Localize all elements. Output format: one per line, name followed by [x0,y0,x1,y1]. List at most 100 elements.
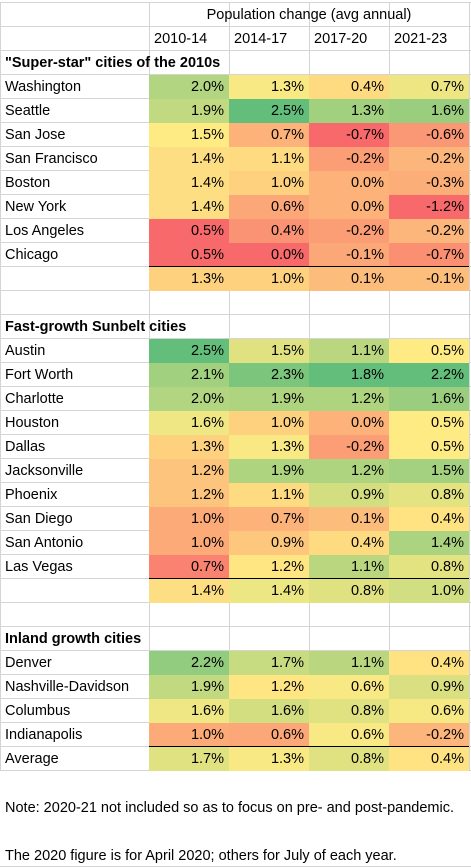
summary-value: -0.1% [389,267,469,291]
value-cell: 0.0% [229,243,309,267]
city-name: Phoenix [5,487,58,503]
summary-label: Average [5,751,59,767]
summary-value: 1.3% [229,747,309,771]
row-gridline [0,2,471,3]
value-cell: -0.3% [389,171,469,195]
city-name: San Francisco [5,151,98,167]
value-cell: 0.4% [389,507,469,531]
value-cell: 1.2% [229,555,309,579]
summary-value: 1.7% [149,747,229,771]
value-cell: -0.2% [309,219,389,243]
value-cell: 1.0% [229,171,309,195]
value-cell: 2.5% [149,339,229,363]
city-name: Nashville-Davidson [5,679,130,695]
value-cell: 0.5% [389,435,469,459]
value-cell: 0.6% [229,723,309,747]
city-name: San Diego [5,511,73,527]
city-name: New York [5,199,67,215]
value-cell: 0.9% [309,483,389,507]
row-gridline [0,626,471,627]
summary-value: 1.4% [229,579,309,603]
footnote-pandemic: Note: 2020-21 not included so as to focu… [5,800,454,816]
value-cell: 0.6% [309,675,389,699]
city-name: Los Angeles [5,223,85,239]
value-cell: 0.5% [389,339,469,363]
summary-value: 1.4% [149,579,229,603]
value-cell: 0.6% [389,699,469,723]
row-gridline [0,650,471,651]
value-cell: 2.2% [149,651,229,675]
value-cell: 1.6% [229,699,309,723]
city-name: Seattle [5,103,51,119]
value-cell: 1.4% [149,171,229,195]
value-cell: 1.9% [149,99,229,123]
value-cell: 1.7% [229,651,309,675]
value-cell: 0.4% [389,651,469,675]
row-gridline [0,74,471,75]
summary-value: 1.0% [229,267,309,291]
value-cell: 1.3% [309,99,389,123]
value-cell: 1.9% [229,387,309,411]
value-cell: 1.5% [229,339,309,363]
summary-value: 1.0% [389,579,469,603]
value-cell: 0.6% [309,723,389,747]
column-gridline [469,2,470,771]
value-cell: 1.5% [149,123,229,147]
value-cell: 0.9% [229,531,309,555]
summary-label [0,267,149,291]
value-cell: 2.3% [229,363,309,387]
value-cell: 0.4% [229,219,309,243]
value-cell: -0.2% [389,219,469,243]
city-name: Las Vegas [5,559,73,575]
value-cell: 1.2% [309,459,389,483]
value-cell: -0.2% [309,147,389,171]
value-cell: 1.0% [229,411,309,435]
value-cell: 1.4% [149,195,229,219]
value-cell: 0.7% [149,555,229,579]
value-cell: 1.4% [389,531,469,555]
value-cell: 1.0% [149,531,229,555]
city-name: Dallas [5,439,46,455]
value-cell: 1.6% [149,699,229,723]
value-cell: -0.7% [389,243,469,267]
summary-label [0,579,149,603]
value-cell: 1.4% [149,147,229,171]
value-cell: 1.6% [389,387,469,411]
value-cell: 0.0% [309,411,389,435]
group-heading: "Super-star" cities of the 2010s [5,55,221,71]
column-header: 2021-23 [394,31,448,47]
value-cell: 1.8% [309,363,389,387]
summary-value: 0.4% [389,747,469,771]
column-header: 2017-20 [314,31,368,47]
column-header: 2010-14 [154,31,208,47]
summary-value: 0.1% [309,267,389,291]
city-name: San Jose [5,127,66,143]
value-cell: 0.8% [309,699,389,723]
summary-value: 0.8% [309,579,389,603]
row-gridline [0,866,471,867]
value-cell: 2.1% [149,363,229,387]
value-cell: 0.7% [229,507,309,531]
value-cell: 0.4% [309,531,389,555]
group-heading: Fast-growth Sunbelt cities [5,319,187,335]
table-title: Population change (avg annual) [206,7,412,23]
value-cell: -1.2% [389,195,469,219]
value-cell: -0.7% [309,123,389,147]
row-gridline [0,338,471,339]
value-cell: 1.3% [149,435,229,459]
city-name: Boston [5,175,51,191]
value-cell: -0.2% [309,435,389,459]
row-gridline [0,26,471,27]
value-cell: 0.7% [389,75,469,99]
value-cell: 1.1% [309,651,389,675]
value-cell: -0.2% [389,723,469,747]
city-name: Washington [5,79,82,95]
city-name: Austin [5,343,46,359]
value-cell: 0.1% [309,507,389,531]
row-gridline [0,314,471,315]
summary-top-border [149,746,469,747]
value-cell: 1.2% [149,459,229,483]
summary-top-border [149,578,469,579]
value-cell: 1.6% [389,99,469,123]
value-cell: 1.2% [149,483,229,507]
